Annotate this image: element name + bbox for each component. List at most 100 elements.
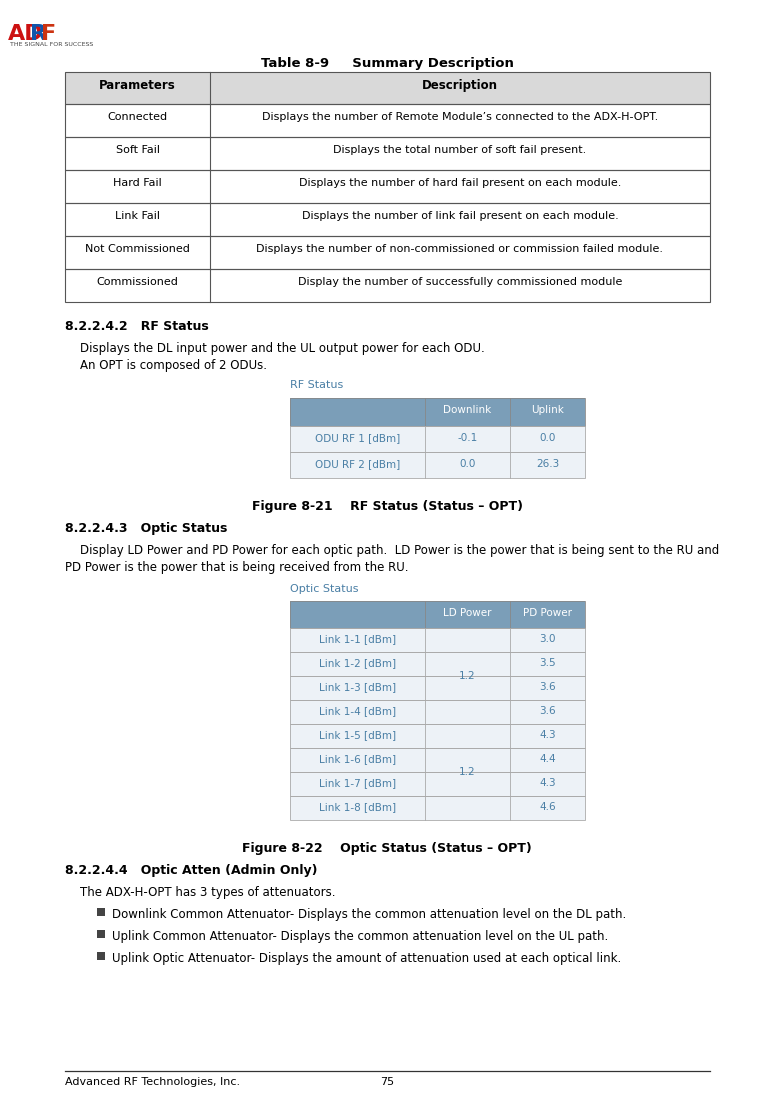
Bar	[65, 203, 710, 236]
Bar	[65, 269, 710, 302]
Text: 1.2: 1.2	[459, 767, 476, 777]
Bar	[65, 104, 710, 137]
Text: An OPT is composed of 2 ODUs.: An OPT is composed of 2 ODUs.	[80, 359, 267, 371]
Bar	[97, 930, 105, 939]
Text: 3.5: 3.5	[539, 658, 556, 668]
Bar	[97, 908, 105, 915]
Text: -0.1: -0.1	[457, 433, 477, 443]
Text: 4.3: 4.3	[539, 778, 556, 788]
Bar	[65, 236, 710, 269]
Text: 8.2.2.4.2   RF Status: 8.2.2.4.2 RF Status	[65, 320, 208, 333]
Text: ODU RF 1 [dBm]: ODU RF 1 [dBm]	[315, 433, 400, 443]
Text: 8.2.2.4.4   Optic Atten (Admin Only): 8.2.2.4.4 Optic Atten (Admin Only)	[65, 864, 318, 877]
Text: AD: AD	[8, 24, 43, 44]
Text: 4.3: 4.3	[539, 730, 556, 740]
Bar	[65, 170, 710, 203]
Text: Downlink: Downlink	[443, 406, 491, 415]
Text: Displays the number of non-commissioned or commission failed module.: Displays the number of non-commissioned …	[257, 244, 663, 254]
Bar	[290, 796, 585, 820]
Bar	[290, 426, 585, 452]
Bar	[290, 628, 585, 652]
Text: Displays the DL input power and the UL output power for each ODU.: Displays the DL input power and the UL o…	[80, 342, 484, 355]
Text: Displays the number of link fail present on each module.: Displays the number of link fail present…	[301, 211, 618, 221]
Text: Description: Description	[422, 79, 498, 92]
Bar	[65, 104, 710, 137]
Text: 75: 75	[380, 1077, 394, 1087]
Text: 26.3: 26.3	[536, 459, 559, 469]
Text: Displays the total number of soft fail present.: Displays the total number of soft fail p…	[333, 145, 587, 155]
Text: THE SIGNAL FOR SUCCESS: THE SIGNAL FOR SUCCESS	[10, 42, 93, 47]
Text: Link 1-7 [dBm]: Link 1-7 [dBm]	[319, 778, 396, 788]
Bar	[290, 601, 585, 628]
Text: Downlink Common Attenuator- Displays the common attenuation level on the DL path: Downlink Common Attenuator- Displays the…	[112, 908, 626, 921]
Text: Uplink Optic Attenuator- Displays the amount of attenuation used at each optical: Uplink Optic Attenuator- Displays the am…	[112, 952, 622, 965]
Bar	[65, 73, 710, 104]
Text: Connected: Connected	[108, 112, 167, 122]
Text: Display the number of successfully commissioned module: Display the number of successfully commi…	[298, 277, 622, 287]
Bar	[290, 724, 585, 748]
Text: PD Power: PD Power	[523, 608, 572, 618]
Text: Commissioned: Commissioned	[97, 277, 178, 287]
Text: 4.6: 4.6	[539, 802, 556, 812]
Bar	[290, 452, 585, 478]
Text: Link 1-2 [dBm]: Link 1-2 [dBm]	[319, 658, 396, 668]
Bar	[290, 748, 585, 771]
Text: Uplink: Uplink	[531, 406, 564, 415]
Text: Soft Fail: Soft Fail	[115, 145, 160, 155]
Bar	[65, 137, 710, 170]
Text: Link Fail: Link Fail	[115, 211, 160, 221]
Bar	[65, 137, 710, 170]
Bar	[290, 676, 585, 700]
Bar	[290, 771, 585, 796]
Bar	[65, 73, 710, 104]
Bar	[290, 724, 585, 748]
Bar	[65, 203, 710, 236]
Text: 3.6: 3.6	[539, 706, 556, 717]
Bar	[290, 652, 585, 676]
Text: Figure 8-21    RF Status (Status – OPT): Figure 8-21 RF Status (Status – OPT)	[252, 500, 522, 513]
Bar	[65, 269, 710, 302]
Bar	[290, 700, 585, 724]
Bar	[290, 426, 585, 452]
Text: Optic Status: Optic Status	[290, 584, 359, 593]
Text: LD Power: LD Power	[443, 608, 492, 618]
Bar	[65, 170, 710, 203]
Bar	[290, 652, 585, 676]
Text: 4.4: 4.4	[539, 754, 556, 764]
Text: Uplink Common Attenuator- Displays the common attenuation level on the UL path.: Uplink Common Attenuator- Displays the c…	[112, 930, 608, 943]
Text: Display LD Power and PD Power for each optic path.  LD Power is the power that i: Display LD Power and PD Power for each o…	[80, 544, 719, 557]
Text: 3.0: 3.0	[539, 634, 556, 644]
Bar	[290, 601, 585, 628]
Text: The ADX-H-OPT has 3 types of attenuators.: The ADX-H-OPT has 3 types of attenuators…	[80, 886, 336, 899]
Bar	[290, 398, 585, 426]
Text: 0.0: 0.0	[539, 433, 556, 443]
Text: Displays the number of Remote Module’s connected to the ADX-H-OPT.: Displays the number of Remote Module’s c…	[262, 112, 658, 122]
Text: 8.2.2.4.3   Optic Status: 8.2.2.4.3 Optic Status	[65, 522, 227, 535]
Text: 0.0: 0.0	[460, 459, 476, 469]
Text: 1.2: 1.2	[459, 671, 476, 681]
Text: Advanced RF Technologies, Inc.: Advanced RF Technologies, Inc.	[65, 1077, 240, 1087]
Text: F: F	[41, 24, 56, 44]
Bar	[97, 952, 105, 961]
Text: Parameters: Parameters	[99, 79, 176, 92]
Text: R: R	[30, 24, 47, 44]
Text: ODU RF 2 [dBm]: ODU RF 2 [dBm]	[315, 459, 400, 469]
Text: Link 1-4 [dBm]: Link 1-4 [dBm]	[319, 706, 396, 717]
Text: 3.6: 3.6	[539, 682, 556, 692]
Text: RF Status: RF Status	[290, 380, 343, 390]
Bar	[290, 771, 585, 796]
Text: Displays the number of hard fail present on each module.: Displays the number of hard fail present…	[299, 178, 622, 188]
Text: Link 1-8 [dBm]: Link 1-8 [dBm]	[319, 802, 396, 812]
Bar	[290, 796, 585, 820]
Bar	[290, 700, 585, 724]
Text: Link 1-6 [dBm]: Link 1-6 [dBm]	[319, 754, 396, 764]
Text: Link 1-3 [dBm]: Link 1-3 [dBm]	[319, 682, 396, 692]
Text: PD Power is the power that is being received from the RU.: PD Power is the power that is being rece…	[65, 560, 408, 574]
Bar	[290, 748, 585, 771]
Text: Hard Fail: Hard Fail	[113, 178, 162, 188]
Text: Table 8-9     Summary Description: Table 8-9 Summary Description	[260, 57, 513, 70]
Bar	[290, 676, 585, 700]
Bar	[290, 628, 585, 652]
Text: Not Commissioned: Not Commissioned	[85, 244, 190, 254]
Text: Figure 8-22    Optic Status (Status – OPT): Figure 8-22 Optic Status (Status – OPT)	[242, 842, 532, 855]
